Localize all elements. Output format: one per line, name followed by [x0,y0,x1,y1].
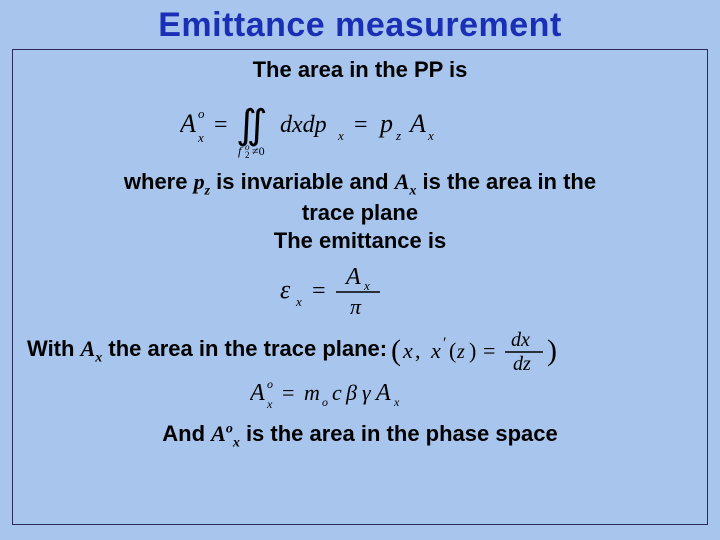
svg-text:≠0: ≠0 [252,144,265,158]
svg-text:x: x [427,128,434,143]
svg-text:z: z [395,128,401,143]
svg-text:x: x [337,128,344,143]
svg-text:o: o [267,377,273,391]
svg-text:c: c [332,380,342,405]
svg-text:ε: ε [280,275,291,304]
svg-text:=: = [282,380,294,405]
page-title: Emittance measurement [0,0,720,49]
equation-3: ( x , x ′ ( z ) = dx dz ) [391,328,631,374]
svg-text:): ) [547,334,557,367]
svg-text:=: = [354,112,368,138]
svg-text:A: A [344,264,361,290]
svg-text:x: x [266,397,273,410]
svg-text:=: = [483,338,495,363]
svg-text:γ: γ [362,380,372,405]
svg-text:A: A [408,109,426,138]
svg-text:x: x [197,130,204,145]
svg-text:A: A [250,380,265,406]
svg-text:dxdp: dxdp [280,112,327,138]
svg-text:x: x [295,294,302,309]
sentence-2a: where pz is invariable and Ax is the are… [27,168,693,200]
sentence-3: The emittance is [27,227,693,255]
svg-text:dz: dz [513,353,531,374]
svg-text:z: z [456,341,465,363]
svg-text:=: = [214,112,228,138]
sentence-2b: trace plane [27,199,693,227]
svg-text:o: o [245,142,250,152]
row-trace-plane: With Ax the area in the trace plane: ( x… [27,328,693,374]
svg-text:o: o [198,106,205,121]
svg-text:π: π [350,294,362,318]
svg-text:o: o [322,395,328,409]
svg-text:∬: ∬ [236,102,268,147]
svg-text:x: x [402,338,413,363]
svg-text:′: ′ [443,335,447,352]
sentence-1: The area in the PP is [27,56,693,84]
svg-text:=: = [312,278,326,304]
svg-text:β: β [345,380,357,405]
svg-text:p: p [378,109,393,138]
svg-text:A: A [374,380,391,406]
svg-text:(: ( [449,338,456,363]
svg-text:x: x [363,278,370,293]
content-box: The area in the PP is A o x = ∬ f 2 o ≠0… [12,49,708,525]
svg-text:dx: dx [511,329,530,351]
equation-1: A o x = ∬ f 2 o ≠0 dxdp x = p z A x [27,92,693,158]
svg-text:): ) [469,338,476,363]
equation-2: ε x = A x π [27,262,693,318]
svg-text:m: m [304,380,320,405]
sentence-5: And Aox is the area in the phase space [27,420,693,452]
svg-text:x: x [430,338,441,363]
svg-text:x: x [393,395,400,409]
svg-text:,: , [415,338,421,363]
svg-text:(: ( [391,334,401,367]
svg-text:A: A [180,109,196,138]
equation-4: A o x = m o c β γ A x [27,376,693,410]
